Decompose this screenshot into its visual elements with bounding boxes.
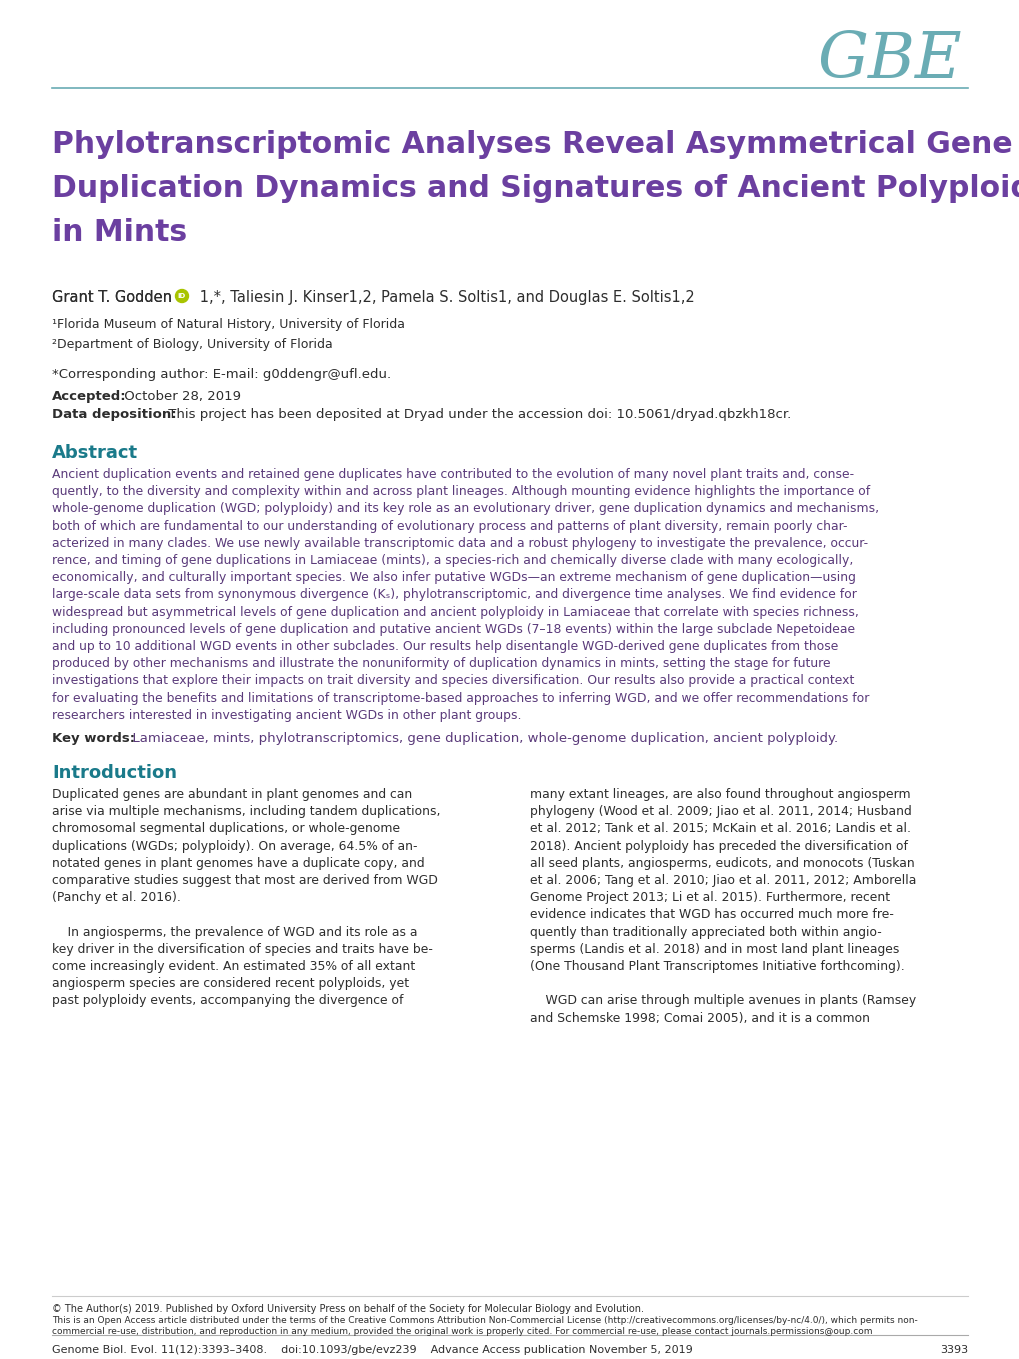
Text: both of which are fundamental to our understanding of evolutionary process and p: both of which are fundamental to our und… (52, 519, 847, 533)
Text: chromosomal segmental duplications, or whole-genome: chromosomal segmental duplications, or w… (52, 822, 399, 836)
Text: This project has been deposited at Dryad under the accession doi: 10.5061/dryad.: This project has been deposited at Dryad… (164, 408, 791, 421)
Text: quently, to the diversity and complexity within and across plant lineages. Altho: quently, to the diversity and complexity… (52, 485, 869, 499)
Text: This is an Open Access article distributed under the terms of the Creative Commo: This is an Open Access article distribut… (52, 1316, 917, 1325)
Text: produced by other mechanisms and illustrate the nonuniformity of duplication dyn: produced by other mechanisms and illustr… (52, 658, 829, 670)
Text: investigations that explore their impacts on trait diversity and species diversi: investigations that explore their impact… (52, 674, 854, 688)
Circle shape (175, 289, 189, 303)
Text: quently than traditionally appreciated both within angio-: quently than traditionally appreciated b… (530, 925, 880, 939)
Text: Introduction: Introduction (52, 764, 177, 781)
Text: (One Thousand Plant Transcriptomes Initiative forthcoming).: (One Thousand Plant Transcriptomes Initi… (530, 959, 904, 973)
Text: et al. 2012; Tank et al. 2015; McKain et al. 2016; Landis et al.: et al. 2012; Tank et al. 2015; McKain et… (530, 822, 910, 836)
Text: (Panchy et al. 2016).: (Panchy et al. 2016). (52, 892, 180, 904)
Text: Abstract: Abstract (52, 444, 138, 462)
Text: WGD can arise through multiple avenues in plants (Ramsey: WGD can arise through multiple avenues i… (530, 995, 915, 1007)
Text: in Mints: in Mints (52, 217, 186, 247)
Text: researchers interested in investigating ancient WGDs in other plant groups.: researchers interested in investigating … (52, 709, 521, 722)
Text: Duplicated genes are abundant in plant genomes and can: Duplicated genes are abundant in plant g… (52, 788, 412, 800)
Text: including pronounced levels of gene duplication and putative ancient WGDs (7–18 : including pronounced levels of gene dupl… (52, 622, 854, 636)
Text: comparative studies suggest that most are derived from WGD: comparative studies suggest that most ar… (52, 874, 437, 887)
Text: for evaluating the benefits and limitations of transcriptome-based approaches to: for evaluating the benefits and limitati… (52, 692, 868, 704)
Text: ²Department of Biology, University of Florida: ²Department of Biology, University of Fl… (52, 338, 332, 351)
Text: duplications (WGDs; polyploidy). On average, 64.5% of an-: duplications (WGDs; polyploidy). On aver… (52, 840, 417, 852)
Text: rence, and timing of gene duplications in Lamiaceae (mints), a species-rich and : rence, and timing of gene duplications i… (52, 554, 853, 567)
Text: Phylotranscriptomic Analyses Reveal Asymmetrical Gene: Phylotranscriptomic Analyses Reveal Asym… (52, 130, 1012, 159)
Text: and up to 10 additional WGD events in other subclades. Our results help disentan: and up to 10 additional WGD events in ot… (52, 640, 838, 654)
Text: many extant lineages, are also found throughout angiosperm: many extant lineages, are also found thr… (530, 788, 910, 800)
Text: Genome Biol. Evol. 11(12):3393–3408.    doi:10.1093/gbe/evz239    Advance Access: Genome Biol. Evol. 11(12):3393–3408. doi… (52, 1345, 692, 1355)
Text: sperms (Landis et al. 2018) and in most land plant lineages: sperms (Landis et al. 2018) and in most … (530, 943, 899, 955)
Text: Grant T. Godden: Grant T. Godden (52, 289, 176, 304)
Text: Genome Project 2013; Li et al. 2015). Furthermore, recent: Genome Project 2013; Li et al. 2015). Fu… (530, 892, 890, 904)
Text: Grant T. Godden      1,*, Taliesin J. Kinser1,2, Pamela S. Soltis1, and Douglas : Grant T. Godden 1,*, Taliesin J. Kinser1… (52, 289, 694, 304)
Text: economically, and culturally important species. We also infer putative WGDs—an e: economically, and culturally important s… (52, 571, 855, 584)
Text: Duplication Dynamics and Signatures of Ancient Polyploidy: Duplication Dynamics and Signatures of A… (52, 174, 1019, 202)
Text: key driver in the diversification of species and traits have be-: key driver in the diversification of spe… (52, 943, 432, 955)
Text: GBE: GBE (816, 30, 961, 91)
Text: whole-genome duplication (WGD; polyploidy) and its key role as an evolutionary d: whole-genome duplication (WGD; polyploid… (52, 503, 878, 515)
Text: et al. 2006; Tang et al. 2010; Jiao et al. 2011, 2012; Amborella: et al. 2006; Tang et al. 2010; Jiao et a… (530, 874, 915, 887)
Text: angiosperm species are considered recent polyploids, yet: angiosperm species are considered recent… (52, 977, 409, 991)
Text: 3393: 3393 (938, 1345, 967, 1355)
Text: and Schemske 1998; Comai 2005), and it is a common: and Schemske 1998; Comai 2005), and it i… (530, 1011, 869, 1025)
Text: ¹Florida Museum of Natural History, University of Florida: ¹Florida Museum of Natural History, Univ… (52, 318, 405, 332)
Text: past polyploidy events, accompanying the divergence of: past polyploidy events, accompanying the… (52, 995, 404, 1007)
Text: Key words:: Key words: (52, 733, 135, 745)
Text: October 28, 2019: October 28, 2019 (120, 390, 240, 404)
Text: notated genes in plant genomes have a duplicate copy, and: notated genes in plant genomes have a du… (52, 856, 424, 870)
Text: iD: iD (177, 294, 185, 299)
Text: commercial re-use, distribution, and reproduction in any medium, provided the or: commercial re-use, distribution, and rep… (52, 1326, 871, 1336)
Text: all seed plants, angiosperms, eudicots, and monocots (Tuskan: all seed plants, angiosperms, eudicots, … (530, 856, 914, 870)
Text: widespread but asymmetrical levels of gene duplication and ancient polyploidy in: widespread but asymmetrical levels of ge… (52, 606, 858, 618)
Text: © The Author(s) 2019. Published by Oxford University Press on behalf of the Soci: © The Author(s) 2019. Published by Oxfor… (52, 1305, 643, 1314)
Text: arise via multiple mechanisms, including tandem duplications,: arise via multiple mechanisms, including… (52, 805, 440, 818)
Text: Ancient duplication events and retained gene duplicates have contributed to the : Ancient duplication events and retained … (52, 467, 853, 481)
Text: In angiosperms, the prevalence of WGD and its role as a: In angiosperms, the prevalence of WGD an… (52, 925, 417, 939)
Text: Accepted:: Accepted: (52, 390, 126, 404)
Text: Lamiaceae, mints, phylotranscriptomics, gene duplication, whole-genome duplicati: Lamiaceae, mints, phylotranscriptomics, … (124, 733, 838, 745)
Text: Data deposition:: Data deposition: (52, 408, 176, 421)
Text: *Corresponding author: E-mail: g0ddengr@ufl.edu.: *Corresponding author: E-mail: g0ddengr@… (52, 368, 390, 381)
Text: phylogeny (Wood et al. 2009; Jiao et al. 2011, 2014; Husband: phylogeny (Wood et al. 2009; Jiao et al.… (530, 805, 911, 818)
Text: come increasingly evident. An estimated 35% of all extant: come increasingly evident. An estimated … (52, 959, 415, 973)
Text: acterized in many clades. We use newly available transcriptomic data and a robus: acterized in many clades. We use newly a… (52, 537, 867, 550)
Text: 2018). Ancient polyploidy has preceded the diversification of: 2018). Ancient polyploidy has preceded t… (530, 840, 907, 852)
Text: large-scale data sets from synonymous divergence (Kₛ), phylotranscriptomic, and : large-scale data sets from synonymous di… (52, 588, 856, 602)
Text: evidence indicates that WGD has occurred much more fre-: evidence indicates that WGD has occurred… (530, 908, 893, 921)
